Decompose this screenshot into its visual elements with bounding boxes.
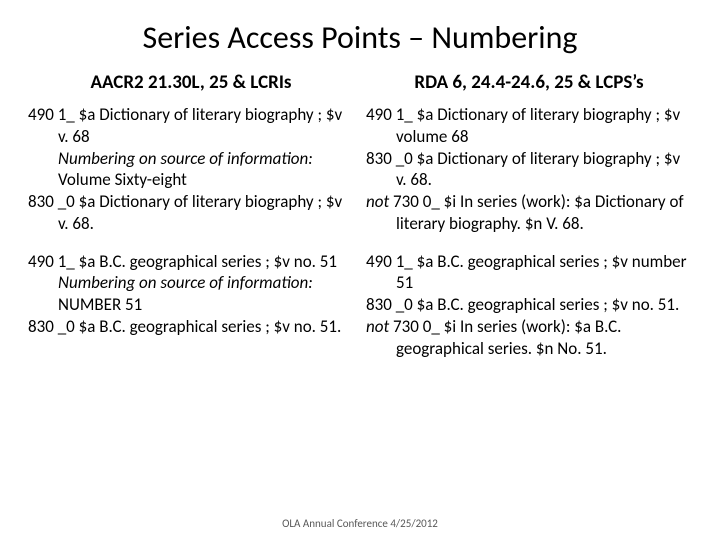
slide: Series Access Points – Numbering AACR2 2… xyxy=(0,0,720,540)
left-b2-note-label: Numbering on source of information: xyxy=(58,272,313,293)
left-b1-note-label: Numbering on source of information: xyxy=(58,148,313,169)
right-b1-line2: 830 _0 $a Dictionary of literary biograp… xyxy=(366,148,692,192)
right-column: RDA 6, 24.4-24.6, 25 & LCPS’s 490 1_ $a … xyxy=(366,71,692,375)
right-b1-line3: not 730 0_ $i In series (work): $a Dicti… xyxy=(366,191,692,235)
left-block-2: 490 1_ $a B.C. geographical series ; $v … xyxy=(28,251,354,338)
left-b2-line3: 830 _0 $a B.C. geographical series ; $v … xyxy=(28,316,354,338)
right-b1-line1: 490 1_ $a Dictionary of literary biograp… xyxy=(366,104,692,148)
left-b1-line1: 490 1_ $a Dictionary of literary biograp… xyxy=(28,104,354,148)
left-b1-line2: Numbering on source of information: Volu… xyxy=(28,148,354,192)
left-b2-line2: Numbering on source of information: NUMB… xyxy=(28,272,354,316)
left-column: AACR2 21.30L, 25 & LCRIs 490 1_ $a Dicti… xyxy=(28,71,354,375)
right-b2-line1: 490 1_ $a B.C. geographical series ; $v … xyxy=(366,251,692,295)
right-b2-line2: 830 _0 $a B.C. geographical series ; $v … xyxy=(366,294,692,316)
right-b2-not: not xyxy=(366,316,389,337)
right-b2-line3: not 730 0_ $i In series (work): $a B.C. … xyxy=(366,316,692,360)
right-b1-rest: 730 0_ $i In series (work): $a Dictionar… xyxy=(389,191,683,234)
right-heading: RDA 6, 24.4-24.6, 25 & LCPS’s xyxy=(366,71,692,94)
slide-title: Series Access Points – Numbering xyxy=(28,18,692,57)
columns: AACR2 21.30L, 25 & LCRIs 490 1_ $a Dicti… xyxy=(28,71,692,375)
left-b1-note-value: Volume Sixty-eight xyxy=(58,169,187,190)
footer: OLA Annual Conference 4/25/2012 xyxy=(0,517,720,530)
left-heading: AACR2 21.30L, 25 & LCRIs xyxy=(28,71,354,94)
right-b2-rest: 730 0_ $i In series (work): $a B.C. geog… xyxy=(389,316,621,359)
right-block-1: 490 1_ $a Dictionary of literary biograp… xyxy=(366,104,692,235)
left-b2-note-value: NUMBER 51 xyxy=(58,294,142,315)
right-b1-not: not xyxy=(366,191,389,212)
left-block-1: 490 1_ $a Dictionary of literary biograp… xyxy=(28,104,354,235)
right-block-2: 490 1_ $a B.C. geographical series ; $v … xyxy=(366,251,692,360)
left-b1-line3: 830 _0 $a Dictionary of literary biograp… xyxy=(28,191,354,235)
left-b2-line1: 490 1_ $a B.C. geographical series ; $v … xyxy=(28,251,354,273)
